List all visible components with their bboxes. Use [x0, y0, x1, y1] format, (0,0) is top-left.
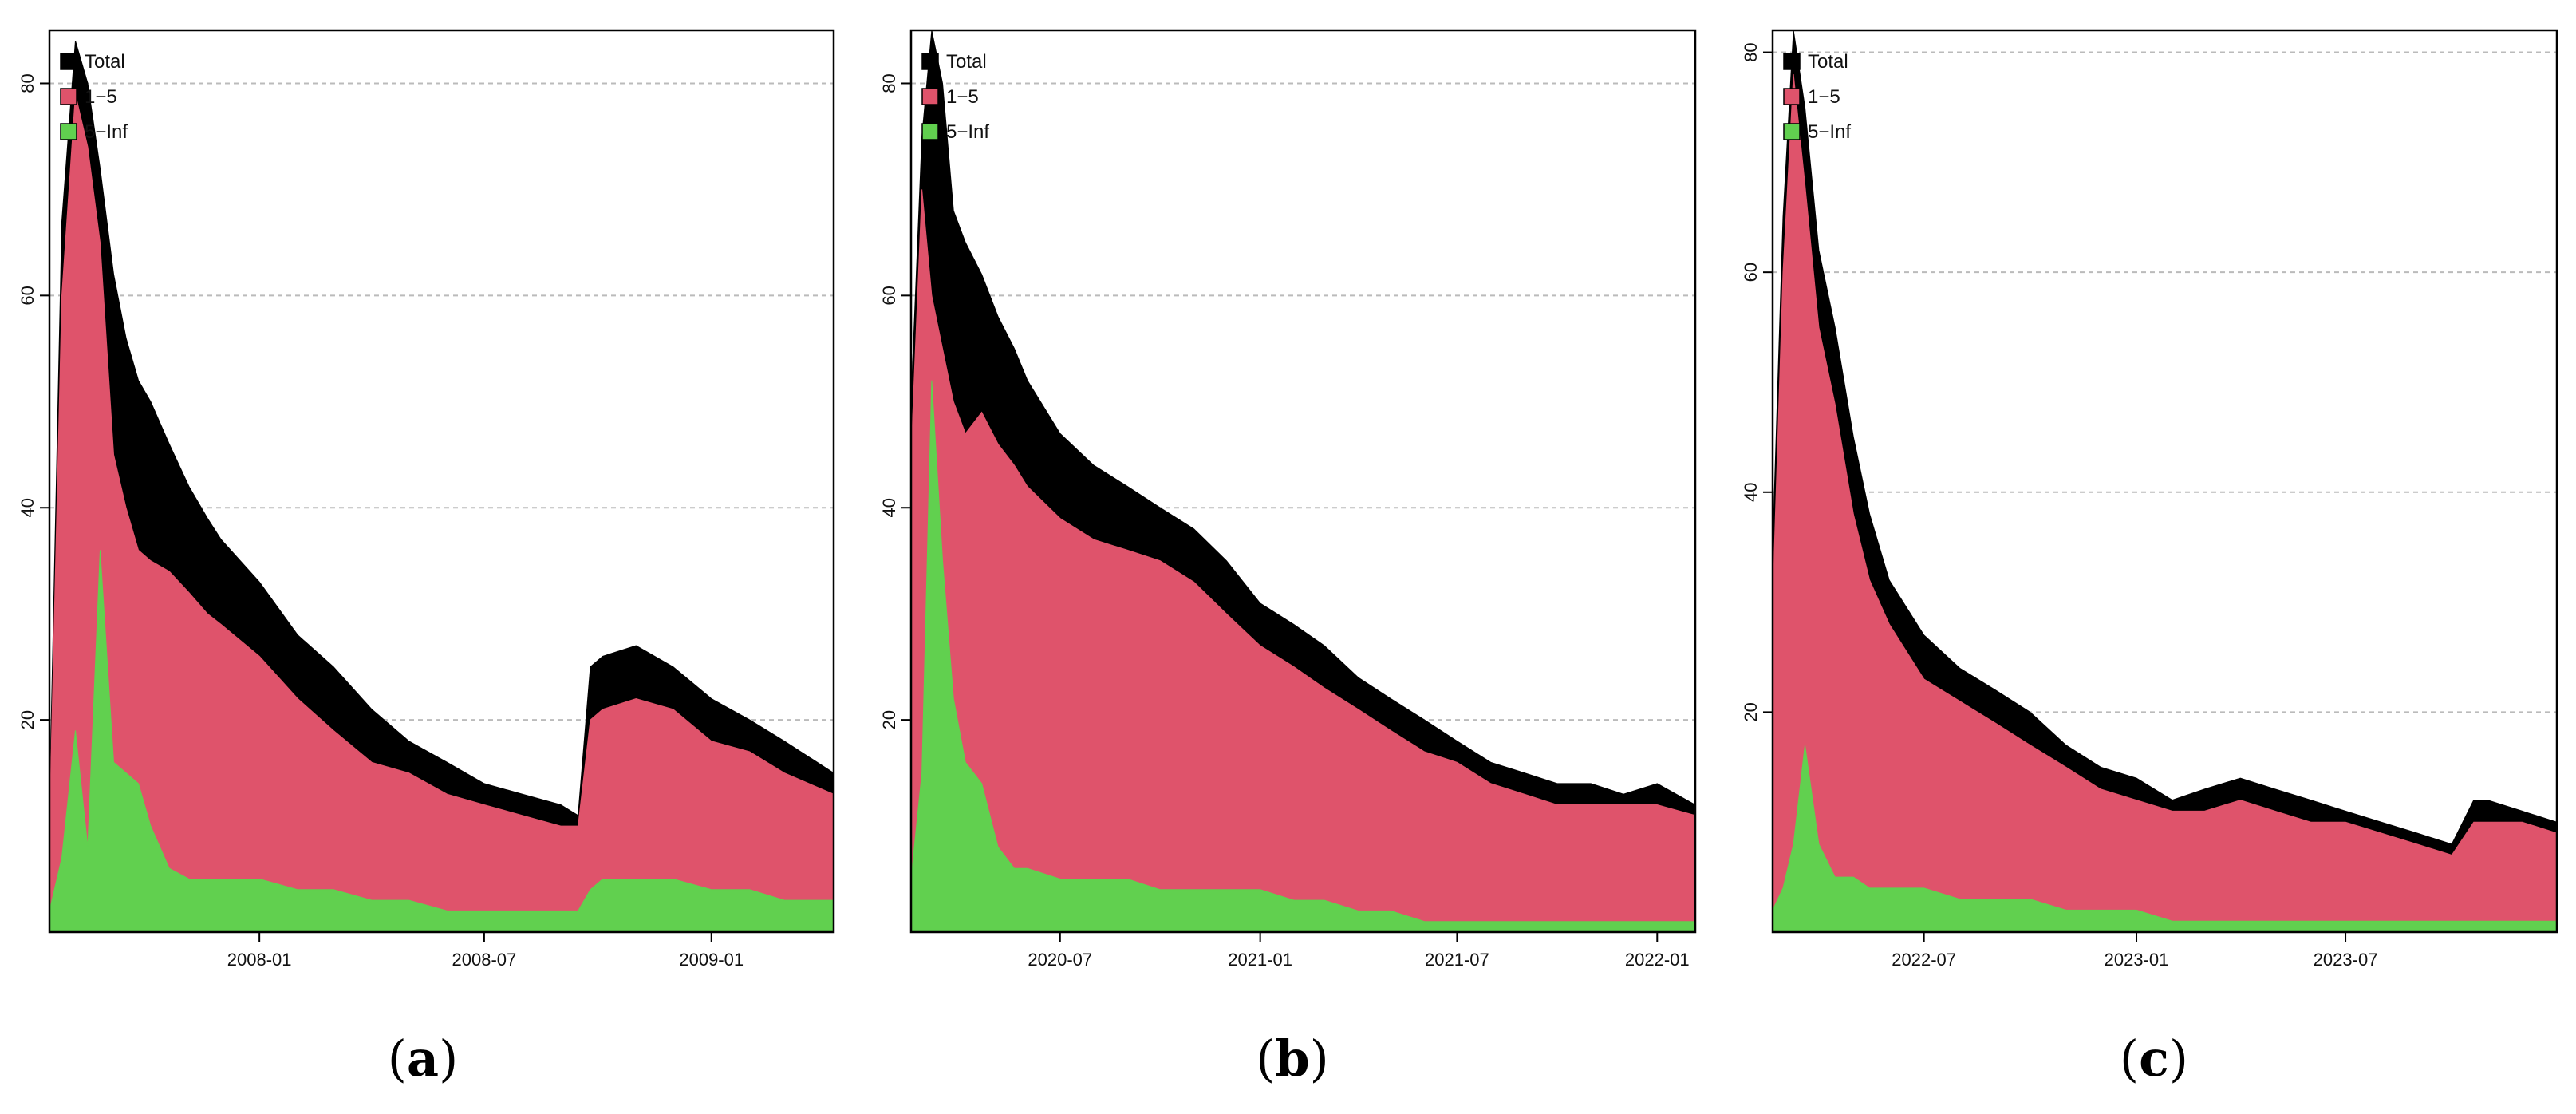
area-c-series-2	[1772, 745, 2558, 933]
ytick-label-c-0: 20	[1741, 702, 1761, 721]
legend-label-b-0: Total	[946, 51, 987, 73]
xtick-label-b-1: 2021-01	[1228, 950, 1292, 970]
chart-a-svg: 20 40 60 80 2008-01 2008-07 2009-01 Total 1−5 5−I…	[18, 29, 835, 970]
ytick-label-c-1: 40	[1741, 483, 1761, 502]
ytick-label-a-1: 40	[18, 498, 37, 517]
legend-label-a-1: 1−5	[85, 86, 117, 108]
legend-label-c-1: 1−5	[1808, 86, 1840, 108]
legend-label-b-2: 5−Inf	[946, 121, 989, 143]
ytick-label-b-0: 20	[879, 710, 899, 729]
legend-swatch-a-0	[60, 53, 77, 70]
ytick-label-b-1: 40	[879, 498, 899, 517]
plot-frame-b	[909, 29, 1697, 934]
ytick-label-a-0: 20	[18, 710, 37, 729]
legend-swatch-a-2	[60, 123, 77, 140]
legend-swatch-c-1	[1783, 88, 1801, 105]
chart-panel-b: 20 40 60 80 2020-07 2021-01 2021-07 2022-01 Tota…	[862, 0, 1707, 1114]
area-a-series-1	[49, 93, 834, 933]
ytick-label-a-2: 60	[18, 286, 37, 305]
area-b-series-2	[910, 380, 1696, 933]
caption-a: (a)	[387, 1029, 459, 1088]
xtick-label-c-2: 2023-07	[2314, 950, 2378, 970]
legend-swatch-c-0	[1783, 53, 1801, 70]
area-a-series-2	[49, 550, 834, 933]
plot-frame-a	[48, 29, 835, 934]
ytick-label-a-3: 80	[18, 73, 37, 93]
legend-label-b-1: 1−5	[946, 86, 979, 108]
xtick-label-b-0: 2020-07	[1028, 950, 1092, 970]
caption-c: (c)	[2119, 1029, 2189, 1088]
ytick-label-c-3: 80	[1741, 42, 1761, 61]
ytick-label-b-2: 60	[879, 286, 899, 305]
plot-frame-c	[1771, 29, 2558, 934]
ytick-label-c-2: 60	[1741, 263, 1761, 282]
legend-label-c-0: Total	[1808, 51, 1848, 73]
legend-swatch-b-2	[921, 123, 939, 140]
legend-swatch-b-0	[921, 53, 939, 70]
area-b-series-1	[910, 189, 1696, 933]
xtick-label-a-1: 2008-07	[452, 950, 517, 970]
legend-label-a-0: Total	[85, 51, 125, 73]
legend-swatch-a-1	[60, 88, 77, 105]
xtick-label-b-3: 2022-01	[1625, 950, 1690, 970]
caption-b: (b)	[1256, 1029, 1329, 1088]
xtick-label-a-0: 2008-01	[227, 950, 292, 970]
xtick-label-c-1: 2023-01	[2105, 950, 2169, 970]
legend-label-a-2: 5−Inf	[85, 121, 128, 143]
legend-swatch-c-2	[1783, 123, 1801, 140]
xtick-label-a-2: 2009-01	[679, 950, 744, 970]
legend-swatch-b-1	[921, 88, 939, 105]
xtick-label-b-2: 2021-07	[1425, 950, 1489, 970]
chart-c-svg: 20 40 60 80 2022-07 2023-01 2023-07 Total 1−5 5−I…	[1741, 29, 2558, 970]
chart-panel-c: 20 40 60 80 2022-07 2023-01 2023-07 Total 1−5 5−I…	[1723, 0, 2569, 1114]
legend-label-c-2: 5−Inf	[1808, 121, 1851, 143]
chart-panel-a: 20 40 60 80 2008-01 2008-07 2009-01 Total 1−5 5−I…	[0, 0, 846, 1114]
area-c-series-1	[1772, 74, 2558, 933]
xtick-label-c-0: 2022-07	[1892, 950, 1956, 970]
chart-b-svg: 20 40 60 80 2020-07 2021-01 2021-07 2022-01 Tota…	[879, 29, 1697, 970]
ytick-label-b-3: 80	[879, 73, 899, 93]
